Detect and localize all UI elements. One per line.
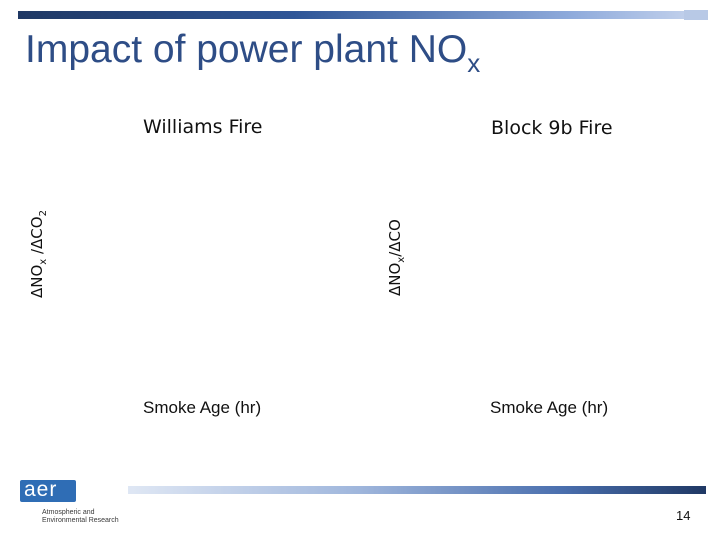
- left-y-label-sub1: x: [38, 258, 49, 265]
- aer-logo-box: aer: [20, 478, 76, 502]
- right-panel-title: Block 9b Fire: [491, 117, 613, 139]
- aer-logo-line2: Environmental Research: [42, 517, 119, 524]
- aer-logo-text: aer: [24, 478, 58, 501]
- left-panel-y-axis-label: ΔNOx /ΔCO2: [28, 210, 49, 298]
- slide-title: Impact of power plant NOx: [25, 28, 480, 79]
- left-y-label-sub2: 2: [38, 210, 49, 217]
- left-panel-title: Williams Fire: [143, 116, 263, 138]
- bottom-accent-bar: [128, 486, 706, 494]
- right-y-label-sub1: x: [396, 256, 407, 263]
- slide-title-subscript: x: [467, 48, 481, 78]
- slide-title-text: Impact of power plant NO: [25, 28, 468, 71]
- right-y-label-part1: ΔNO: [386, 262, 404, 296]
- right-panel-x-axis-label: Smoke Age (hr): [490, 398, 609, 417]
- aer-logo: aer Atmospheric and Environmental Resear…: [20, 478, 120, 526]
- aer-logo-line1: Atmospheric and: [42, 509, 95, 516]
- left-y-label-part1: ΔNO: [28, 264, 46, 298]
- right-y-label-part2: /ΔCO: [386, 219, 404, 257]
- right-panel-y-axis-label: ΔNOx/ΔCO: [386, 219, 407, 296]
- left-y-label-part2: /ΔCO: [28, 216, 46, 259]
- left-panel-x-axis-label: Smoke Age (hr): [143, 398, 262, 417]
- top-accent-bar-end: [684, 10, 708, 20]
- top-accent-bar: [18, 11, 708, 19]
- page-number: 14: [676, 508, 691, 523]
